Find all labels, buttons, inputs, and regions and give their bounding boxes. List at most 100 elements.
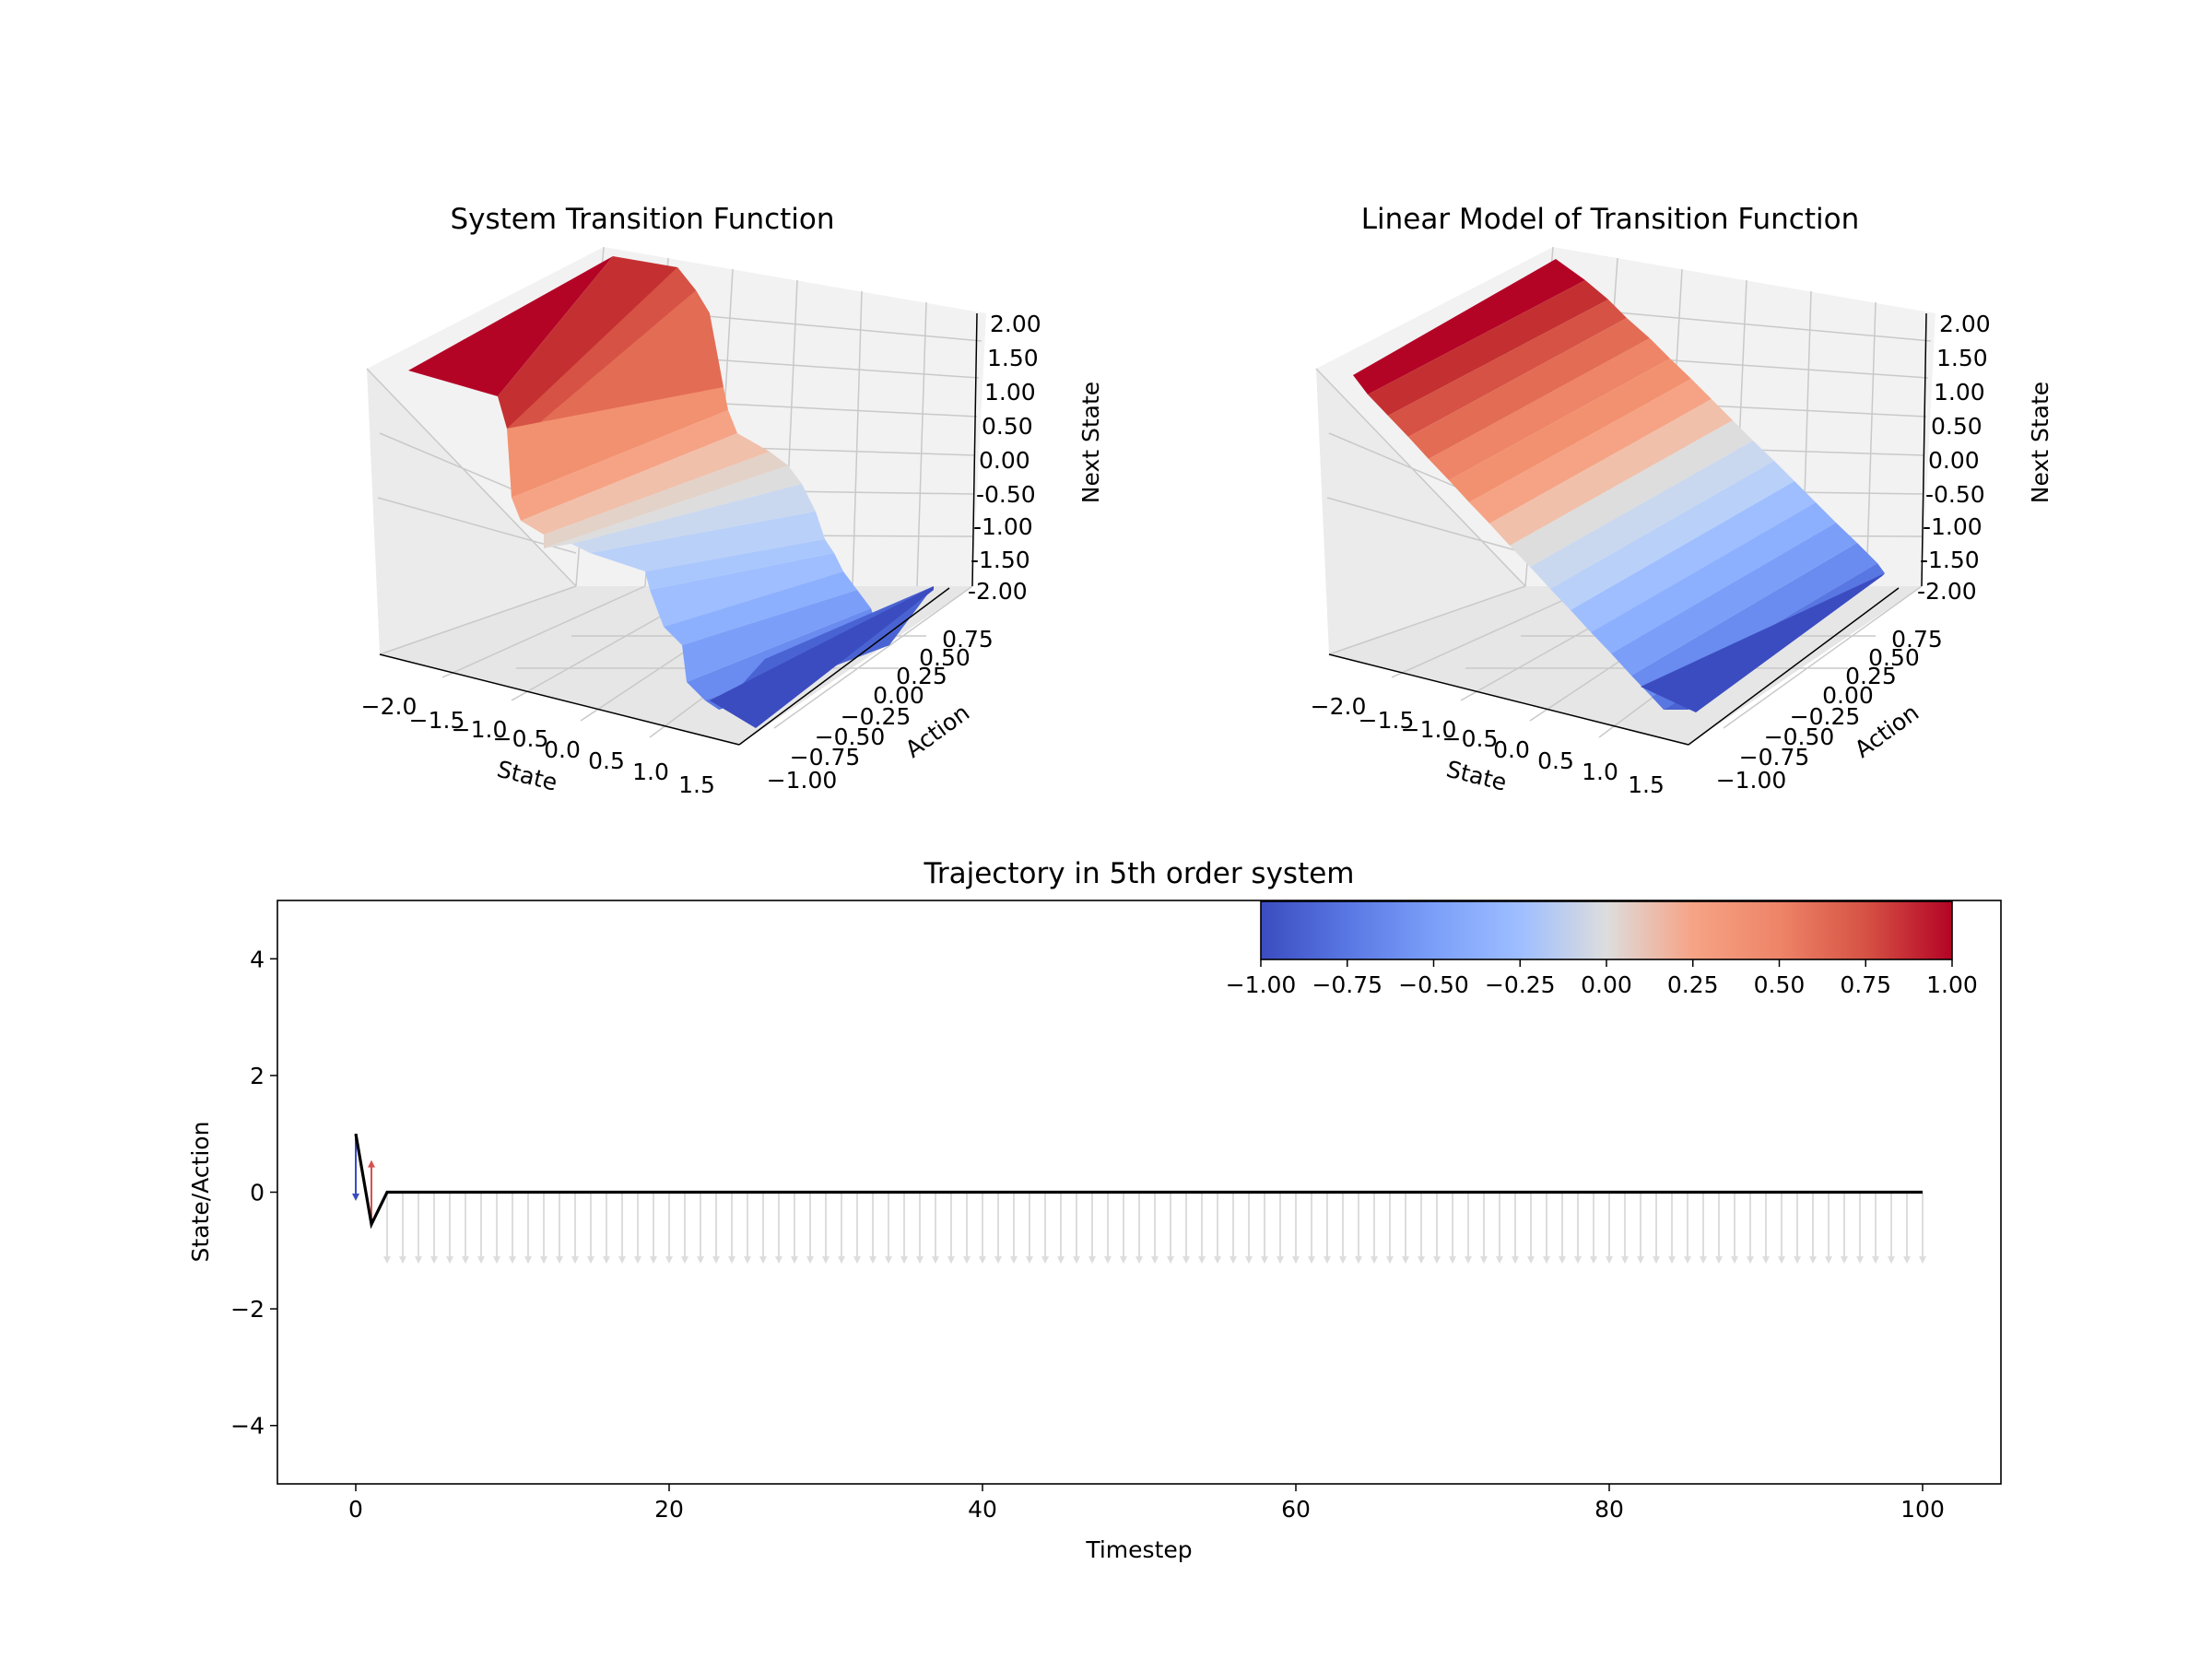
action-arrow-head xyxy=(1809,1256,1817,1265)
y-tick-label: 0.25 xyxy=(1845,663,1897,689)
action-arrow-head xyxy=(1841,1256,1848,1265)
action-arrow-head xyxy=(587,1256,594,1265)
colorbar-tick-label: 0.25 xyxy=(1667,971,1719,998)
action-arrow-head xyxy=(1371,1256,1378,1265)
action-arrow-head xyxy=(1245,1256,1253,1265)
x-tick-label: 0.0 xyxy=(544,736,581,763)
action-arrow-head xyxy=(1825,1256,1832,1265)
action-arrow-head xyxy=(1606,1256,1613,1265)
action-arrow-head xyxy=(399,1256,406,1265)
action-arrow-head xyxy=(1919,1256,1926,1265)
left-pane xyxy=(367,369,576,654)
action-arrow-head xyxy=(1418,1256,1425,1265)
surface-panel-linear: Linear Model of Transition Function xyxy=(1311,203,2053,798)
action-arrow-head xyxy=(791,1256,798,1265)
action-arrow-head xyxy=(1010,1256,1018,1265)
action-arrow-head xyxy=(697,1256,704,1265)
chart-title-trajectory: Trajectory in 5th order system xyxy=(924,857,1355,890)
action-arrow-head xyxy=(415,1256,422,1265)
action-arrow-head xyxy=(618,1256,626,1265)
action-arrow-head xyxy=(1449,1256,1456,1265)
y-tick-label: 0.75 xyxy=(942,626,994,653)
colorbar-tick-label: −0.50 xyxy=(1398,971,1469,998)
z-tick-label: 0.50 xyxy=(982,413,1033,440)
y-tick-label: −0.75 xyxy=(1739,744,1810,771)
y-tick-label: 0.00 xyxy=(873,682,924,709)
action-arrow-head xyxy=(1041,1256,1049,1265)
z-axis-label: Next State xyxy=(2027,382,2053,503)
action-arrow-head xyxy=(1120,1256,1127,1265)
action-arrow-head xyxy=(1198,1256,1206,1265)
action-arrow-head xyxy=(634,1256,641,1265)
y-tick-label: −2 xyxy=(230,1296,265,1323)
x-tick-label: 0.0 xyxy=(1493,736,1530,763)
z-tick-label: 0.00 xyxy=(1928,447,1980,474)
action-arrow-head xyxy=(1903,1256,1911,1265)
action-arrow-head xyxy=(1559,1256,1566,1265)
action-arrow-head xyxy=(1856,1256,1864,1265)
action-arrow-head xyxy=(853,1256,861,1265)
action-arrow-head xyxy=(979,1256,986,1265)
action-arrow-head xyxy=(477,1256,485,1265)
action-arrow-head xyxy=(1088,1256,1096,1265)
y-tick-label: 0.75 xyxy=(1891,626,1943,653)
y-tick-label: −1.00 xyxy=(1716,767,1787,794)
x-tick-labels: −2.0 −1.5 −1.0 −0.5 0.0 0.5 1.0 1.5 xyxy=(1311,693,1665,798)
y-tick-label: 0.50 xyxy=(919,644,971,671)
action-arrow-head xyxy=(1715,1256,1723,1265)
action-arrow-head xyxy=(1308,1256,1315,1265)
y-tick-label: −0.50 xyxy=(1764,724,1835,750)
y-tick-label: −1.00 xyxy=(767,767,838,794)
action-arrow-head xyxy=(1167,1256,1174,1265)
action-arrow-head xyxy=(712,1256,720,1265)
action-arrow-head xyxy=(1182,1256,1190,1265)
x-tick-label: 20 xyxy=(654,1496,684,1523)
z-tick-label: -0.50 xyxy=(976,481,1036,508)
x-tick-label: 0.5 xyxy=(1537,747,1574,774)
action-arrow-head xyxy=(1151,1256,1159,1265)
action-arrow-head xyxy=(1026,1256,1033,1265)
action-arrow-head xyxy=(1057,1256,1065,1265)
z-tick-label: -0.50 xyxy=(1925,481,1985,508)
action-arrow-head xyxy=(759,1256,767,1265)
axis-lines xyxy=(379,312,978,746)
z-tick-label: 2.00 xyxy=(1939,311,1991,337)
x-tick-label: 1.0 xyxy=(632,759,669,785)
action-arrow-head xyxy=(1512,1256,1519,1265)
colorbar-tick-label: 0.75 xyxy=(1840,971,1891,998)
action-arrow-head xyxy=(1621,1256,1629,1265)
y-axis-label: State/Action xyxy=(187,1122,214,1263)
x-tick-label: −1.5 xyxy=(409,707,465,734)
action-arrow-head xyxy=(932,1256,939,1265)
x-tick-label: −2.0 xyxy=(361,693,418,720)
action-arrow-head xyxy=(900,1256,908,1265)
x-tick-label: −1.5 xyxy=(1359,707,1415,734)
z-tick-label: -2.00 xyxy=(968,578,1028,605)
action-arrow-head xyxy=(916,1256,924,1265)
x-tick-label: 80 xyxy=(1594,1496,1624,1523)
y-tick-label: 0.25 xyxy=(896,663,947,689)
action-arrow-head xyxy=(650,1256,657,1265)
action-arrow-head xyxy=(1496,1256,1503,1265)
action-arrow-head xyxy=(728,1256,735,1265)
colorbar-tick-label: 0.00 xyxy=(1581,971,1632,998)
action-arrow-head xyxy=(446,1256,453,1265)
action-arrow-head xyxy=(556,1256,563,1265)
z-tick-label: 1.50 xyxy=(1936,345,1988,371)
action-arrow-head xyxy=(524,1256,532,1265)
surface-linear xyxy=(1353,259,1885,712)
y-tick-label: 2 xyxy=(250,1063,265,1089)
colorbar: −1.00 −0.75 −0.50 −0.25 0.00 0.25 0.50 0.75 1.00 xyxy=(1226,900,1978,998)
y-tick-label: −4 xyxy=(230,1413,265,1440)
surface-panel-system: System Transition Function xyxy=(361,203,1104,798)
action-arrow-head xyxy=(571,1256,579,1265)
action-arrow-head xyxy=(462,1256,469,1265)
chart-title-linear: Linear Model of Transition Function xyxy=(1361,203,1860,236)
action-arrow-head xyxy=(1277,1256,1284,1265)
action-arrow-head xyxy=(1762,1256,1770,1265)
trajectory-marks xyxy=(352,1133,1926,1265)
x-tick-labels: −2.0 −1.5 −1.0 −0.5 0.0 0.5 1.0 1.5 xyxy=(361,693,715,798)
action-arrow-head xyxy=(838,1256,845,1265)
y-tick-label: −0.75 xyxy=(790,744,861,771)
action-arrow-head xyxy=(744,1256,751,1265)
